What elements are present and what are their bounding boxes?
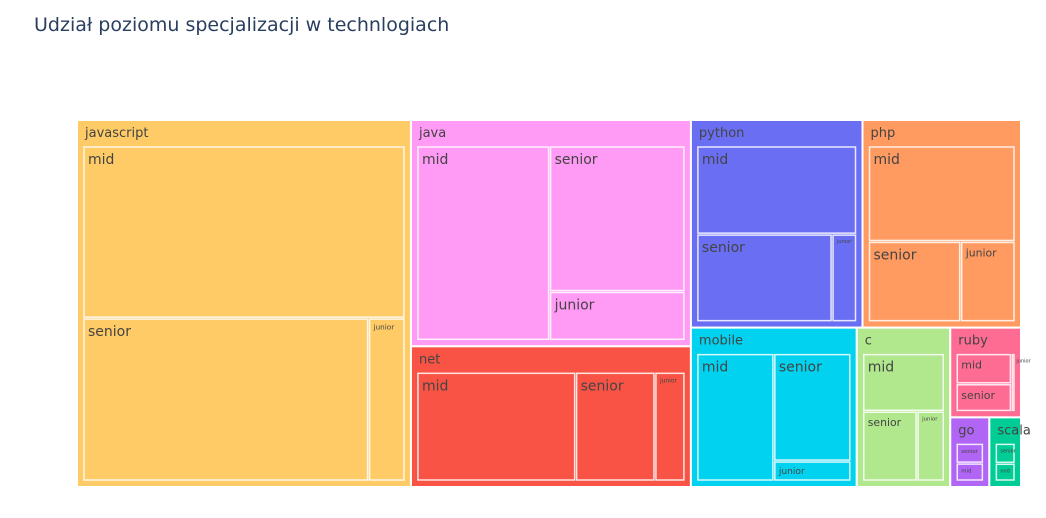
- treemap-group-label-mobile: mobile: [699, 334, 743, 349]
- treemap-group-label-scala: scala: [997, 423, 1030, 438]
- treemap-cell-label-ruby-mid: mid: [961, 359, 982, 372]
- treemap-cell-label-java-senior: senior: [555, 152, 598, 168]
- treemap-cell-ruby-junior[interactable]: [1011, 353, 1015, 412]
- treemap-cell-label-net-senior: senior: [581, 378, 624, 394]
- treemap-group-label-php: php: [871, 126, 896, 141]
- treemap-cell-scala-mid[interactable]: [995, 463, 1015, 481]
- treemap-cell-label-python-mid: mid: [702, 152, 728, 168]
- treemap-cell-label-ruby-senior: senior: [961, 389, 995, 402]
- treemap-cell-php-senior[interactable]: [868, 241, 961, 322]
- treemap-cell-label-mobile-mid: mid: [702, 360, 728, 376]
- treemap-cell-label-c-junior: junior: [921, 417, 938, 423]
- treemap-cell-javascript-junior[interactable]: [368, 318, 405, 481]
- treemap-cell-ruby-senior[interactable]: [956, 384, 1012, 412]
- treemap-group-label-c: c: [865, 334, 872, 349]
- treemap-cell-mobile-senior[interactable]: [774, 353, 851, 461]
- treemap-cell-php-mid[interactable]: [868, 146, 1015, 242]
- treemap-group-label-javascript: javascript: [84, 126, 148, 141]
- chart-title: Udział poziomu specjalizacji w technlogi…: [34, 14, 450, 36]
- treemap-cell-java-senior[interactable]: [549, 146, 685, 292]
- treemap-cell-net-senior[interactable]: [575, 372, 655, 481]
- treemap-cell-label-javascript-senior: senior: [88, 324, 131, 340]
- treemap-cell-java-mid[interactable]: [417, 146, 550, 341]
- treemap-cell-label-net-junior: junior: [659, 377, 678, 384]
- treemap-cell-c-junior[interactable]: [917, 411, 945, 481]
- treemap-cell-label-javascript-junior: junior: [373, 322, 395, 331]
- treemap-cell-javascript-mid[interactable]: [83, 146, 405, 318]
- treemap-cell-python-mid[interactable]: [697, 146, 857, 234]
- treemap-cell-label-go-mid: mid: [961, 469, 971, 475]
- treemap-cell-python-senior[interactable]: [697, 234, 832, 322]
- treemap-cell-label-scala-senior: senior: [1000, 448, 1016, 454]
- treemap-cell-label-java-mid: mid: [422, 152, 448, 168]
- treemap-cell-ruby-mid[interactable]: [956, 353, 1012, 384]
- treemap-cell-go-mid[interactable]: [956, 463, 984, 481]
- treemap-cell-label-c-mid: mid: [868, 360, 894, 376]
- treemap-cell-label-mobile-junior: junior: [778, 467, 805, 477]
- treemap-cell-label-go-senior: senior: [961, 449, 978, 455]
- treemap-cell-scala-senior[interactable]: [995, 443, 1015, 464]
- treemap-cell-label-c-senior: senior: [868, 416, 902, 429]
- treemap-cell-net-mid[interactable]: [417, 372, 576, 481]
- treemap-cell-label-java-junior: junior: [554, 298, 595, 314]
- treemap-group-label-java: java: [418, 126, 446, 141]
- treemap-cell-java-junior[interactable]: [549, 291, 685, 341]
- treemap-cell-label-python-junior: junior: [836, 239, 852, 245]
- treemap-cell-javascript-senior[interactable]: [83, 318, 369, 481]
- treemap-cell-label-scala-mid: mid: [1000, 468, 1009, 474]
- treemap-cell-label-php-junior: junior: [965, 246, 997, 259]
- treemap-group-label-net: net: [419, 352, 440, 367]
- treemap-cell-c-senior[interactable]: [863, 411, 917, 481]
- treemap-cell-net-junior[interactable]: [655, 372, 685, 481]
- treemap-cell-label-ruby-junior: junior: [1015, 359, 1031, 365]
- treemap-cell-python-junior[interactable]: [832, 234, 857, 322]
- treemap-cell-label-javascript-mid: mid: [88, 152, 114, 168]
- treemap-group-label-go: go: [958, 423, 974, 438]
- treemap-group-label-ruby: ruby: [958, 334, 988, 349]
- treemap-cell-go-senior[interactable]: [956, 443, 984, 463]
- treemap-cell-mobile-mid[interactable]: [697, 353, 774, 481]
- treemap-cell-mobile-junior[interactable]: [774, 461, 851, 481]
- treemap-group-label-python: python: [699, 126, 744, 141]
- treemap-cell-label-net-mid: mid: [422, 378, 448, 394]
- treemap-cell-label-python-senior: senior: [702, 240, 745, 256]
- treemap-cell-php-junior[interactable]: [960, 241, 1015, 322]
- treemap-cell-label-mobile-senior: senior: [779, 360, 822, 376]
- treemap-cell-c-mid[interactable]: [863, 353, 945, 411]
- treemap-cell-label-php-senior: senior: [874, 247, 917, 263]
- treemap-cell-label-php-mid: mid: [874, 152, 900, 168]
